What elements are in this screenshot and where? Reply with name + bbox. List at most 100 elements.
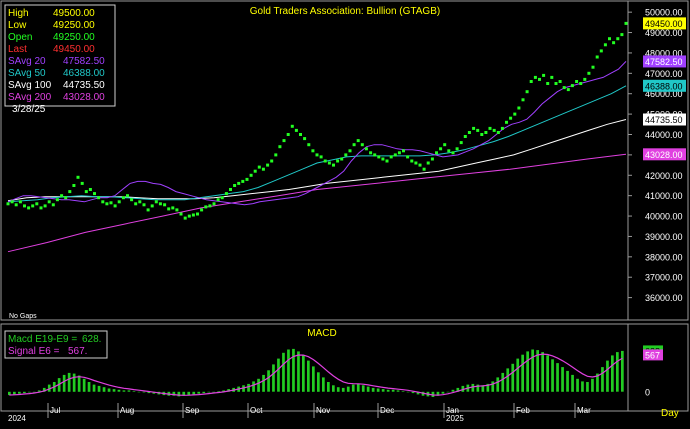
price-point — [158, 202, 162, 206]
price-point — [138, 200, 142, 204]
y-tick-label: 47000.00 — [645, 69, 683, 79]
year-label-start: 2024 — [8, 414, 26, 423]
price-point — [624, 21, 628, 25]
price-point — [360, 143, 364, 147]
price-point — [270, 159, 274, 163]
price-point — [319, 155, 323, 159]
macd-bar — [312, 366, 315, 392]
price-point — [406, 155, 410, 159]
chart-title: Gold Traders Association: Bullion (GTAGB… — [250, 6, 440, 17]
info-open-value: 49250.00 — [53, 32, 95, 43]
macd-bar — [381, 389, 385, 392]
macd-bar — [351, 384, 355, 392]
signal-line — [9, 353, 623, 396]
macd-bar — [546, 355, 549, 392]
price-point — [47, 200, 51, 204]
price-point — [389, 155, 393, 159]
info-date: 3/28/25 — [12, 104, 46, 115]
price-point — [43, 204, 47, 208]
macd-bar — [471, 383, 475, 392]
macd-bar — [536, 350, 539, 392]
price-point — [229, 188, 232, 191]
price-point — [6, 202, 10, 206]
price-point — [472, 126, 476, 130]
price-point — [554, 82, 558, 85]
x-unit-label: Day — [661, 408, 679, 419]
price-point — [109, 201, 113, 205]
price-point — [587, 71, 591, 75]
macd-bar — [257, 378, 260, 392]
macd-bar — [556, 363, 559, 392]
macd-bar — [446, 391, 450, 393]
price-y-axis: 50000.00 49000.00 48000.00 47000.00 46000.00… — [628, 8, 683, 303]
macd-bar — [496, 377, 500, 392]
price-point — [336, 159, 340, 163]
last-price-tag-bg — [643, 17, 686, 30]
macd-bar — [27, 391, 31, 393]
macd-bar — [8, 391, 11, 396]
ma50-tag-bg — [643, 79, 686, 92]
info-low-label: Low — [8, 20, 27, 31]
price-point — [311, 149, 315, 153]
price-point — [23, 204, 26, 208]
price-point — [257, 165, 261, 169]
price-point — [196, 212, 199, 216]
price-point — [315, 153, 319, 157]
price-point — [60, 194, 64, 198]
price-point — [435, 151, 438, 155]
price-point — [200, 208, 204, 212]
price-point — [509, 116, 513, 120]
macd-bar — [461, 385, 465, 392]
price-point — [163, 203, 167, 207]
macd-right-tags: 6285670 — [643, 345, 663, 397]
macd-bar — [591, 378, 594, 392]
price-point — [505, 120, 508, 124]
macd-bar — [127, 390, 131, 392]
macd-value: 628. — [82, 334, 101, 345]
macd-title: MACD — [307, 328, 336, 339]
macd-bar — [187, 391, 191, 396]
price-point — [187, 214, 191, 218]
macd-bar — [267, 370, 270, 392]
macd-bar — [87, 382, 91, 392]
macd-bar — [242, 385, 245, 392]
x-tick-label: Feb — [516, 406, 530, 415]
macd-bar — [586, 382, 589, 392]
macd-bar — [531, 349, 534, 392]
macd-bar — [451, 389, 455, 392]
macd-bar — [341, 387, 345, 392]
signal-tag: 567 — [645, 350, 660, 360]
x-tick-label: Aug — [120, 406, 134, 415]
price-point — [167, 207, 171, 211]
macd-zero-label: 0 — [645, 387, 650, 397]
macd-bar — [566, 370, 569, 392]
macd-info-box — [4, 330, 108, 359]
macd-bar — [92, 384, 96, 392]
price-point — [377, 155, 381, 159]
price-right-tags: 49450.00 47582.50 46388.00 44735.50 43028.00 — [643, 17, 686, 161]
macd-bar — [576, 378, 579, 392]
info-ma20-value: 47582.50 — [63, 56, 105, 67]
macd-bar — [366, 386, 370, 392]
price-point — [31, 204, 35, 208]
price-point — [286, 133, 290, 136]
macd-bar — [182, 391, 186, 396]
y-tick-label: 39000.00 — [645, 232, 683, 242]
price-point — [10, 200, 14, 204]
price-point — [546, 82, 550, 85]
price-point — [307, 143, 311, 147]
no-gaps-note: No Gaps — [9, 313, 37, 320]
macd-bar — [202, 391, 206, 394]
x-tick-label: Nov — [316, 406, 330, 415]
macd-bar — [292, 348, 295, 392]
price-point — [381, 157, 385, 161]
macd-bar — [501, 372, 505, 392]
price-point — [323, 159, 327, 163]
price-point — [68, 190, 72, 194]
macd-bar — [486, 383, 490, 392]
macd-bar — [386, 389, 390, 392]
macd-bar — [476, 384, 480, 392]
price-point — [253, 169, 257, 173]
macd-bar — [62, 374, 66, 392]
ma20-line — [7, 61, 627, 206]
